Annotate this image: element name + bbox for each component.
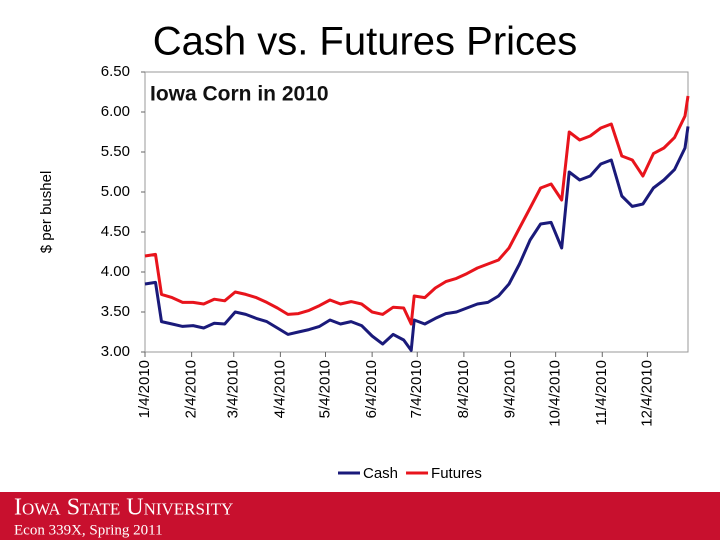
x-tick-label: 6/4/2010 <box>363 360 380 418</box>
x-tick-label: 1/4/2010 <box>136 360 153 418</box>
x-tick-label: 7/4/2010 <box>408 360 425 418</box>
x-tick-label: 4/4/2010 <box>271 360 288 418</box>
x-tick-label: 3/4/2010 <box>225 360 242 418</box>
y-tick-label: 6.00 <box>101 103 130 120</box>
y-tick-label: 3.50 <box>101 303 130 320</box>
footer-university: Iowa State University <box>14 495 233 521</box>
y-tick-label: 6.50 <box>101 63 130 80</box>
plot-area <box>144 71 689 353</box>
slide-title: Cash vs. Futures Prices <box>153 20 578 64</box>
x-tick-label: 2/4/2010 <box>183 360 200 418</box>
series-line <box>144 95 690 326</box>
x-tick-label: 5/4/2010 <box>316 360 333 418</box>
footer-band <box>0 492 720 540</box>
x-tick-label: 9/4/2010 <box>501 360 518 418</box>
y-tick-label: 5.00 <box>101 183 130 200</box>
y-tick-label: 4.50 <box>101 223 130 240</box>
y-tick-label: 5.50 <box>101 143 130 160</box>
x-tick-label: 11/4/2010 <box>593 360 610 426</box>
x-tick-label: 12/4/2010 <box>638 360 655 427</box>
y-axis-label: $ per bushel <box>38 171 55 254</box>
footer-course: Econ 339X, Spring 2011 <box>14 522 163 538</box>
legend-label: Cash <box>363 465 398 482</box>
x-tick-label: 10/4/2010 <box>547 360 564 427</box>
y-tick-label: 4.00 <box>101 263 130 280</box>
series-line <box>144 126 690 352</box>
x-tick-label: 8/4/2010 <box>455 360 472 418</box>
y-tick-label: 3.00 <box>101 343 130 360</box>
chart-subtitle: Iowa Corn in 2010 <box>150 83 329 106</box>
legend-label: Futures <box>431 465 482 482</box>
